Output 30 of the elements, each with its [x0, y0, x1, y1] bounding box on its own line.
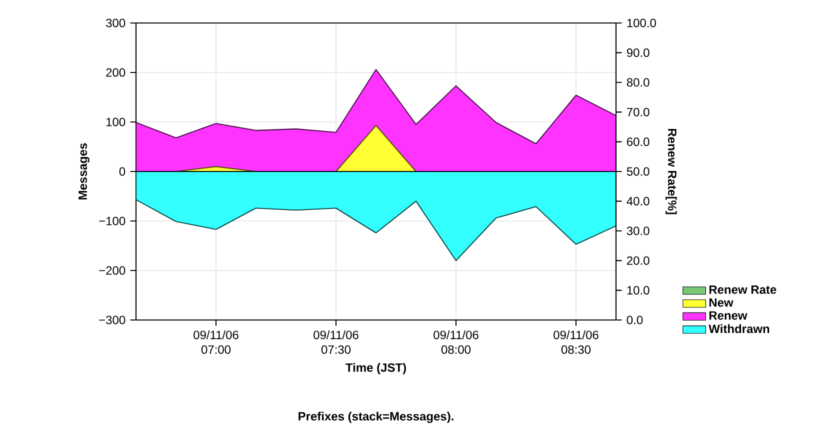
y-tick-label: −200: [99, 266, 126, 275]
y2-tick-label: 40.0: [626, 196, 650, 206]
y-axis-title: Messages: [78, 143, 90, 200]
x-tick-label: 09/11/06 08:30: [554, 330, 598, 354]
x-tick-label: 09/11/06 07:00: [194, 330, 238, 354]
y-tick-label: 200: [106, 68, 126, 77]
y-tick-label: −300: [99, 316, 126, 324]
y2-tick-label: 30.0: [626, 226, 650, 236]
legend-label: Renew Rate: [709, 285, 776, 294]
legend-label: New: [709, 298, 734, 307]
y2-tick-label: 90.0: [626, 48, 650, 57]
y-tick-label: −100: [99, 216, 126, 226]
y2-tick-label: 10.0: [627, 286, 650, 295]
y2-tick-label: 100.0: [627, 18, 656, 28]
x-tick-label: 09/11/06 08:00: [434, 330, 478, 354]
y2-tick-label: 20.0: [627, 256, 650, 265]
x-tick-label: 09/11/06 07:30: [314, 330, 358, 354]
y-tick-label: 300: [106, 18, 126, 28]
x-axis-title: Time (JST): [346, 363, 406, 374]
y2-tick-label: 80.0: [626, 78, 650, 87]
y2-axis-title: Renew Rate[%]: [666, 128, 677, 214]
y-tick-label: 100: [106, 118, 126, 126]
y2-tick-label: 70.0: [627, 108, 650, 116]
y-tick-label: 0: [119, 167, 126, 176]
text: Prefixes (stack=Messages).: [298, 412, 454, 423]
y2-tick-label: 50.0: [626, 167, 650, 176]
legend-label: Renew: [709, 311, 748, 320]
legend-label: Withdrawn: [708, 324, 770, 334]
y2-tick-label: 60.0: [627, 138, 650, 146]
y2-tick-label: 0.0: [626, 316, 643, 324]
